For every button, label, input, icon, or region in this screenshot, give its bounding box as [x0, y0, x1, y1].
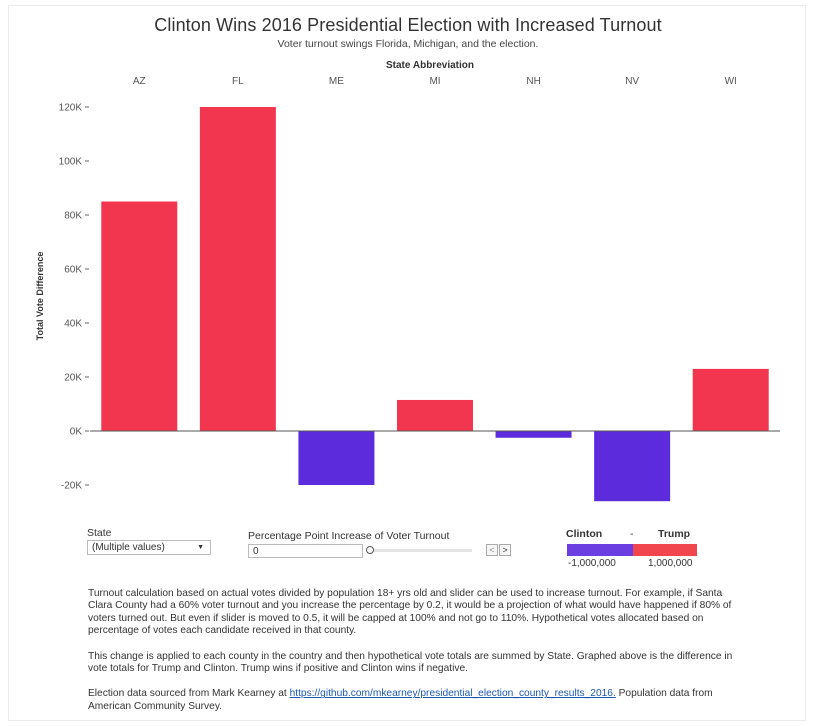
y-tick-label: 40K	[64, 319, 82, 330]
turnout-slider-label: Percentage Point Increase of Voter Turno…	[248, 530, 450, 542]
notes-text: Turnout calculation based on actual vote…	[88, 588, 738, 726]
legend-separator: -	[630, 528, 634, 540]
source-prefix: Election data sourced from Mark Kearney …	[88, 688, 290, 700]
y-tick-label: 100K	[59, 157, 83, 168]
bar-me	[298, 431, 375, 485]
chevron-down-icon: ▼	[197, 544, 204, 551]
x-axis-title: State Abbreviation	[386, 60, 474, 71]
slider-next-button[interactable]: >	[499, 544, 511, 556]
y-tick-label: 0K	[70, 427, 83, 438]
note-aggregation: This change is applied to each county in…	[88, 650, 733, 675]
x-tick-label-az: AZ	[133, 76, 146, 87]
bar-mi	[397, 399, 473, 431]
x-tick-label-nh: NH	[526, 76, 540, 87]
turnout-value-input[interactable]: 0	[248, 544, 363, 558]
bar-wi	[692, 368, 769, 431]
slider-prev-button[interactable]: <	[486, 544, 498, 556]
x-tick-label-fl: FL	[232, 76, 244, 87]
y-tick-label: 120K	[59, 103, 83, 114]
state-filter-value: (Multiple values)	[92, 542, 165, 553]
bar-nh	[495, 431, 572, 438]
bar-fl	[199, 107, 276, 431]
chart-title: Clinton Wins 2016 Presidential Election …	[154, 15, 662, 35]
legend-min-label: -1,000,000	[568, 558, 616, 569]
chevron-right-icon: >	[502, 545, 508, 555]
chevron-left-icon: <	[489, 545, 495, 555]
legend-clinton-swatch	[567, 544, 633, 556]
note-sources: Election data sourced from Mark Kearney …	[88, 688, 738, 713]
y-tick-label: -20K	[61, 481, 82, 492]
x-tick-label-me: ME	[329, 76, 344, 87]
turnout-value: 0	[253, 546, 259, 557]
turnout-slider-handle[interactable]	[366, 546, 374, 554]
legend-trump-swatch	[633, 544, 697, 556]
chart-subtitle: Voter turnout swings Florida, Michigan, …	[277, 38, 539, 50]
x-tick-label-nv: NV	[625, 76, 639, 87]
legend-max-label: 1,000,000	[648, 558, 693, 569]
state-filter-dropdown[interactable]: (Multiple values) ▼	[87, 540, 211, 555]
x-tick-label-mi: MI	[429, 76, 440, 87]
source-link[interactable]: https://github.com/mkearney/presidential…	[289, 688, 616, 700]
y-tick-label: 60K	[64, 265, 82, 276]
legend-trump-label: Trump	[658, 528, 691, 540]
bar-az	[101, 201, 178, 431]
y-tick-label: 20K	[64, 373, 82, 384]
note-turnout-calculation: Turnout calculation based on actual vote…	[88, 588, 732, 637]
y-axis-title: Total Vote Difference	[35, 252, 45, 341]
bar-nv	[594, 431, 671, 502]
x-tick-label-wi: WI	[725, 76, 737, 87]
source-suffix: Population data from American Community …	[88, 688, 713, 712]
legend-clinton-label: Clinton	[566, 528, 603, 540]
turnout-slider-track[interactable]	[369, 549, 472, 552]
y-tick-label: 80K	[64, 211, 82, 222]
bar-chart: State Abbreviation Total Vote Difference 1…	[35, 60, 780, 502]
state-filter-label: State	[87, 527, 112, 539]
